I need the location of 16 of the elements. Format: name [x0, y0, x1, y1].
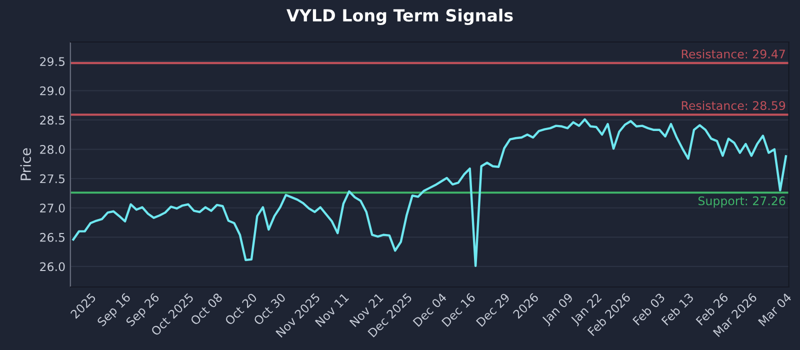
x-tick-label: Mar 04	[758, 292, 792, 327]
y-tick-label: 26.5	[40, 232, 65, 242]
y-tick-label: 28.5	[40, 116, 65, 125]
y-tick-label: 27.0	[40, 204, 65, 213]
line-series	[72, 118, 788, 268]
ref-line-label: Support: 27.26	[698, 196, 786, 208]
ref-line-label: Resistance: 28.59	[682, 100, 786, 110]
y-tick-label: 28.0	[40, 144, 65, 154]
y-axis-title: Price	[20, 148, 32, 180]
ref-line-label: Resistance: 29.47	[682, 49, 785, 58]
chart-title: VYLD Long Term Signals	[286, 8, 513, 26]
y-tick-label: 26.0	[40, 262, 65, 272]
y-tick-label: 27.5	[40, 174, 65, 184]
x-tick-label: Dec 29	[476, 292, 510, 327]
y-tick-label: 29.5	[40, 57, 65, 66]
y-tick-label: 29.0	[40, 86, 65, 96]
